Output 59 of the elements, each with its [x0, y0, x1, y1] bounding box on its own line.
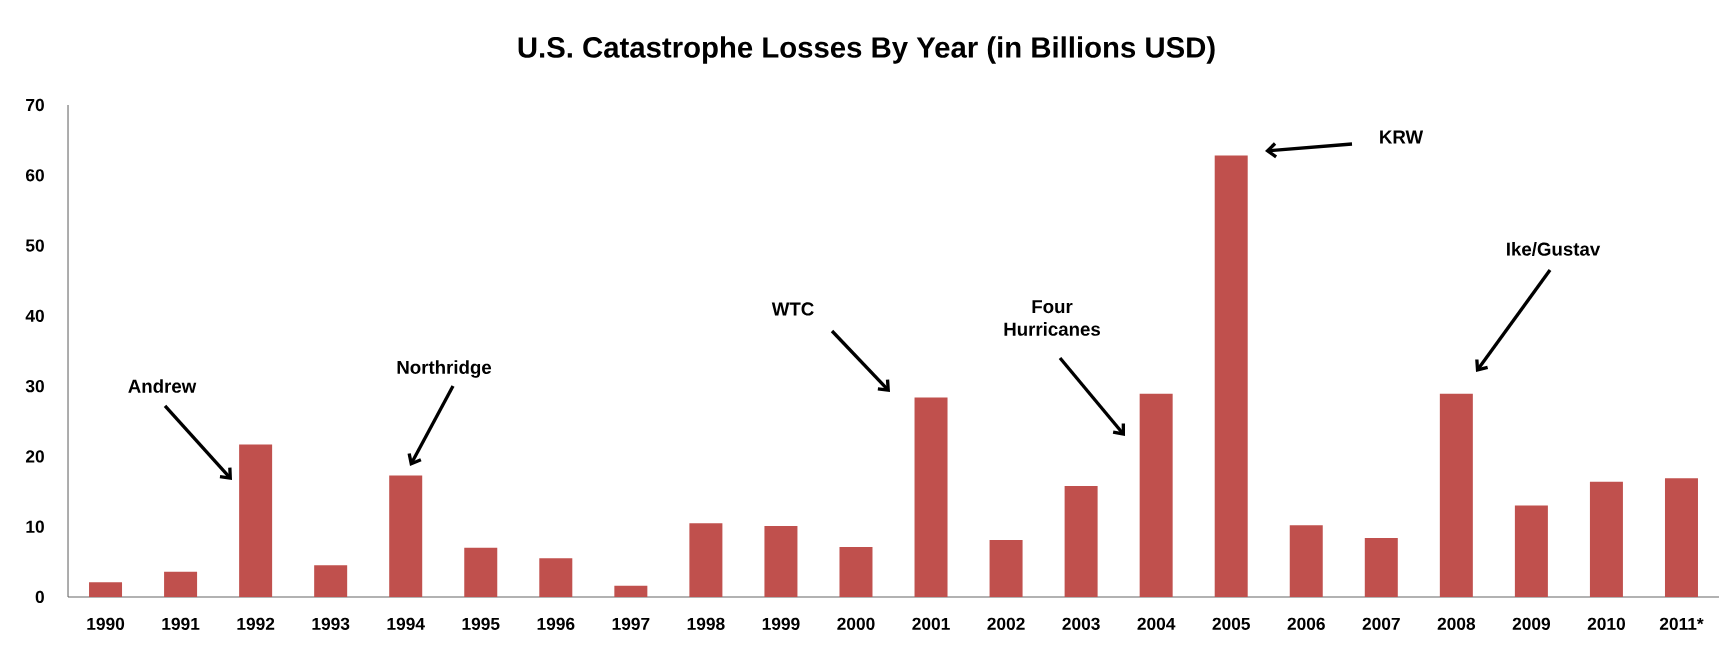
- x-tick-label: 1994: [387, 617, 425, 630]
- y-tick-label: 70: [26, 98, 44, 112]
- bar: [1289, 525, 1323, 597]
- x-tick-label: 2003: [1062, 617, 1100, 630]
- y-tick-label: 60: [25, 169, 44, 182]
- bar: [989, 540, 1023, 597]
- x-tick-label: 2006: [1287, 617, 1325, 630]
- x-tick-label: 2004: [1137, 617, 1176, 630]
- annotation: WTC: [771, 302, 814, 316]
- y-tick-label: 40: [25, 309, 44, 322]
- bar: [1664, 478, 1698, 597]
- x-tick-label: 2000: [837, 617, 875, 630]
- chart-title: U.S. Catastrophe Losses By Year (in Billions USD): [518, 36, 1215, 64]
- bar: [689, 523, 723, 597]
- bar: [839, 547, 873, 597]
- x-tick-label: 1993: [312, 617, 350, 630]
- x-tick-label: 2010: [1587, 617, 1625, 630]
- bar: [614, 585, 648, 597]
- x-tick-label: 1991: [162, 617, 200, 630]
- bar: [164, 571, 198, 597]
- bar: [539, 558, 573, 597]
- x-tick-label: 2002: [987, 617, 1025, 630]
- bar: [764, 526, 798, 597]
- x-tick-label: 2009: [1512, 617, 1551, 630]
- bar: [1214, 155, 1248, 597]
- x-tick-label: 1998: [687, 617, 725, 630]
- y-tick-label: 20: [25, 450, 44, 463]
- annotation: Andrew: [128, 379, 197, 393]
- x-tick-label: 1996: [537, 617, 575, 630]
- y-tick-label: 50: [25, 239, 44, 252]
- x-tick-label: 2007: [1362, 617, 1400, 630]
- bar: [239, 444, 273, 597]
- x-tick-label: 2001: [912, 617, 950, 630]
- bar: [1364, 537, 1398, 597]
- bar: [464, 547, 498, 597]
- annotation: Four Hurricanes: [1004, 300, 1100, 336]
- bar: [389, 475, 423, 597]
- x-tick-label: 1999: [762, 617, 800, 630]
- x-tick-label: 2005: [1212, 617, 1250, 630]
- bar: [1064, 485, 1098, 597]
- bar: [1514, 505, 1548, 597]
- annotation: Northridge: [397, 360, 492, 378]
- x-tick-label: 1990: [87, 617, 125, 630]
- y-tick-label: 10: [26, 520, 44, 533]
- x-tick-label: 1997: [612, 617, 650, 630]
- x-tick-label: 1995: [462, 617, 500, 630]
- bar: [314, 565, 348, 597]
- bar: [1589, 481, 1623, 597]
- bar: [1439, 393, 1473, 597]
- annotation: Ike/Gustav: [1507, 242, 1601, 256]
- bar: [89, 582, 123, 597]
- bar: [1139, 393, 1173, 597]
- annotation: KRW: [1380, 130, 1424, 144]
- x-tick-label: 1992: [237, 617, 275, 630]
- x-tick-label: 2011*: [1659, 617, 1704, 630]
- bar: [914, 397, 948, 597]
- y-tick-label: 0: [35, 590, 44, 604]
- x-tick-label: 2008: [1437, 617, 1476, 630]
- y-tick-label: 30: [25, 379, 44, 393]
